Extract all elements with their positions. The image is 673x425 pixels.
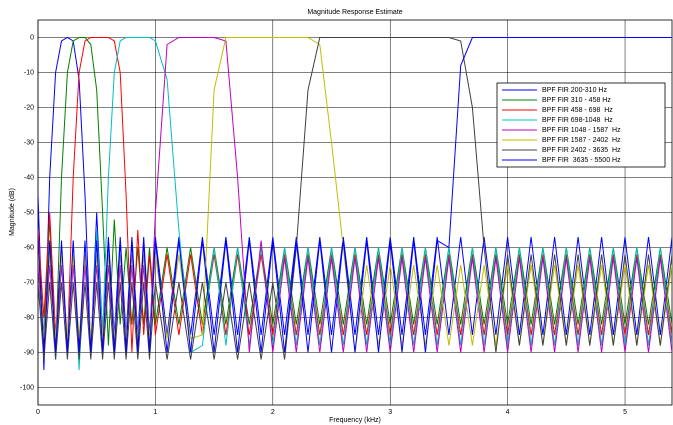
x-tick-label: 0: [36, 409, 40, 416]
legend-label: BPF FIR 1587 - 2402 Hz: [542, 137, 621, 144]
series-line: [38, 37, 672, 371]
chart-title: Magnitude Response Estimate: [307, 9, 402, 16]
x-tick-label: 4: [506, 409, 510, 416]
legend-label: BPF FIR 3635 - 5500 Hz: [542, 157, 621, 164]
y-tick-label: 0: [30, 34, 34, 41]
legend-label: BPF FIR 310 - 458 Hz: [542, 97, 611, 104]
y-axis-label: Magnitude (dB): [9, 188, 16, 236]
legend-label: BPF FIR 1048 - 1587 Hz: [542, 127, 621, 134]
legend-label: BPF FIR 2402 - 3635 Hz: [542, 147, 621, 154]
legend-label: BPF FIR 458 - 698 Hz: [542, 107, 613, 114]
y-tick-label: -60: [24, 244, 34, 251]
x-tick-label: 1: [153, 409, 157, 416]
x-tick-label: 3: [388, 409, 392, 416]
x-tick-label: 2: [271, 409, 275, 416]
y-tick-label: -50: [24, 209, 34, 216]
x-axis-label: Frequency (kHz): [329, 417, 381, 424]
legend: BPF FIR 200-310 Hz BPF FIR 310 - 458 Hz BP…: [496, 82, 666, 168]
legend-label: BPF FIR 698-1048 Hz: [542, 117, 613, 124]
y-tick-label: -100: [20, 384, 34, 391]
series-line: [38, 37, 672, 360]
legend-box: [496, 82, 666, 168]
lines: [38, 36, 672, 371]
series-line: [38, 37, 672, 353]
y-tick-label: -80: [24, 314, 34, 321]
y-tick-label: -10: [24, 69, 34, 76]
y-tick-label: -20: [24, 104, 34, 111]
x-tick-label: 5: [623, 409, 627, 416]
y-tick-label: -40: [24, 174, 34, 181]
y-tick-label: -30: [24, 139, 34, 146]
legend-label: BPF FIR 200-310 Hz: [542, 87, 607, 94]
series-line: [38, 37, 672, 353]
y-tick-label: -90: [24, 349, 34, 356]
y-tick-label: -70: [24, 279, 34, 286]
